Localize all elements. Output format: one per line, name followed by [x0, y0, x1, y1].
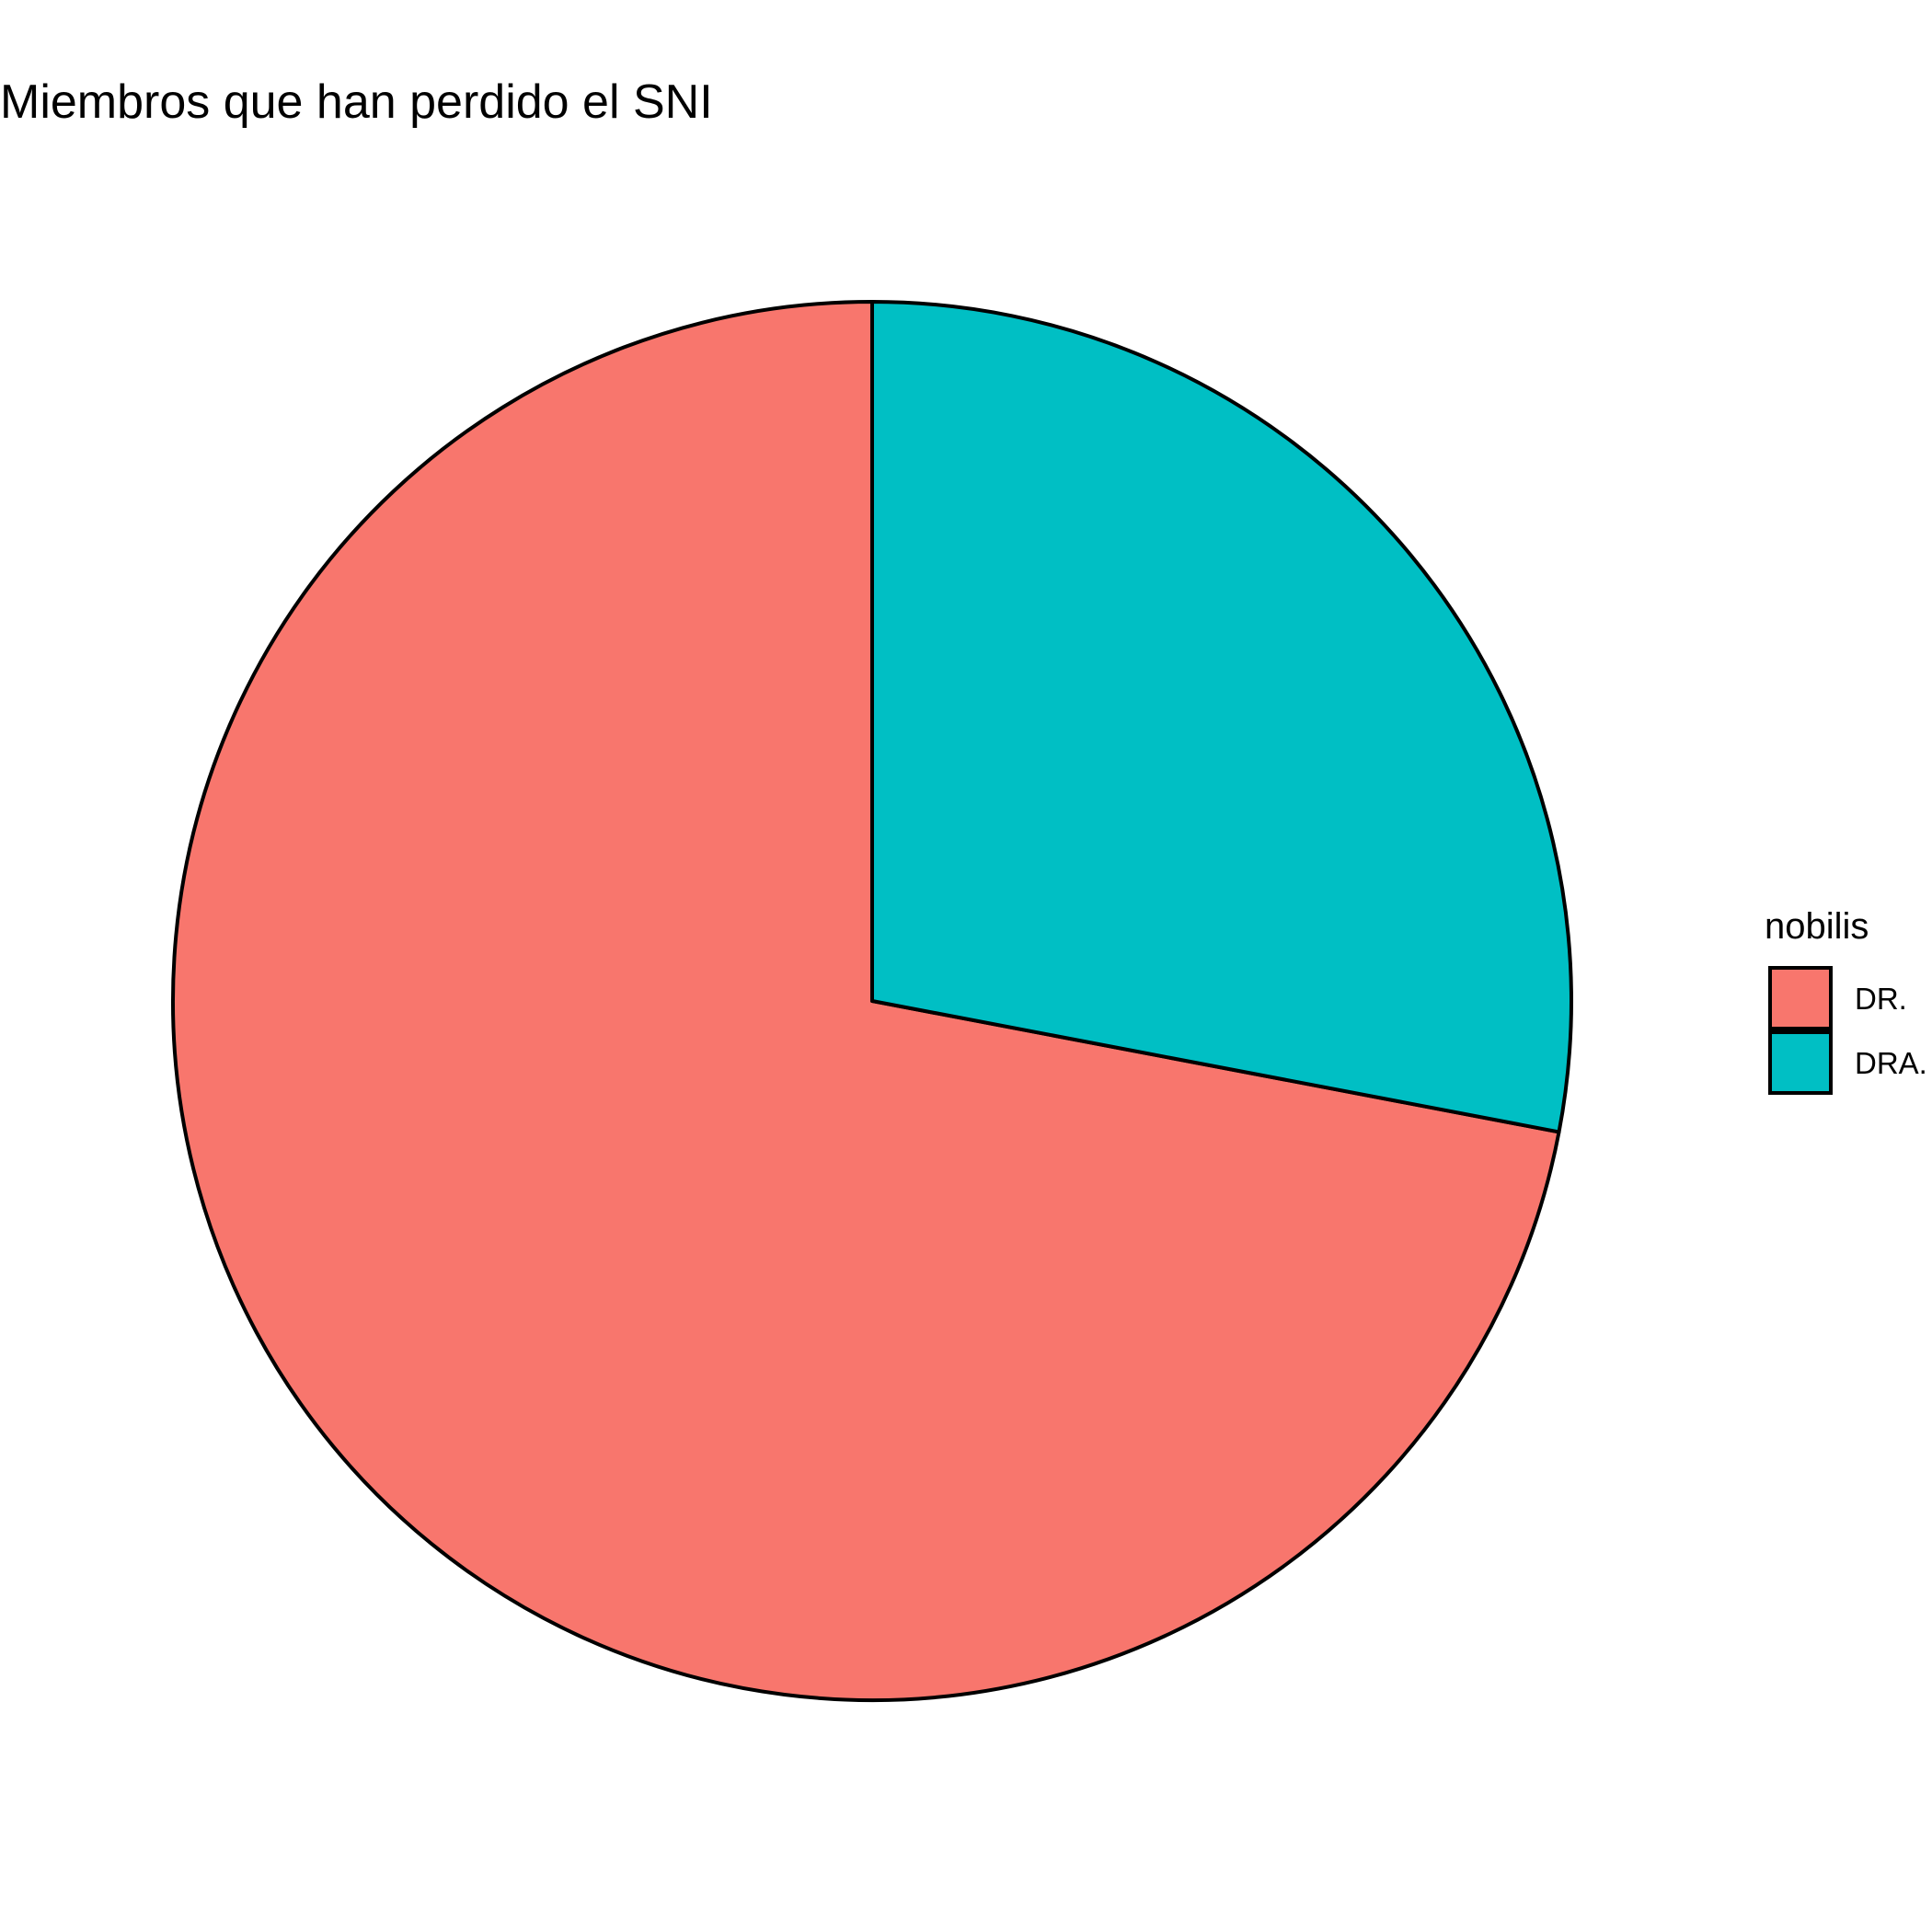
legend-key-dra [1768, 1030, 1833, 1095]
legend-items: DR. DRA. [1768, 966, 1927, 1095]
pie-slice-dra [870, 300, 1573, 1134]
pie-slice-dr [171, 300, 1561, 1702]
legend-label-dr: DR. [1855, 982, 1907, 1016]
legend-label-dra: DRA. [1855, 1046, 1927, 1080]
legend-key-dr [1768, 966, 1833, 1030]
pie-slices [171, 300, 1573, 1702]
legend-title: nobilis [1765, 906, 1869, 947]
legend: nobilis DR. DRA. [1765, 906, 1927, 1095]
chart-title: Miembros que han perdido el SNI [0, 75, 713, 129]
